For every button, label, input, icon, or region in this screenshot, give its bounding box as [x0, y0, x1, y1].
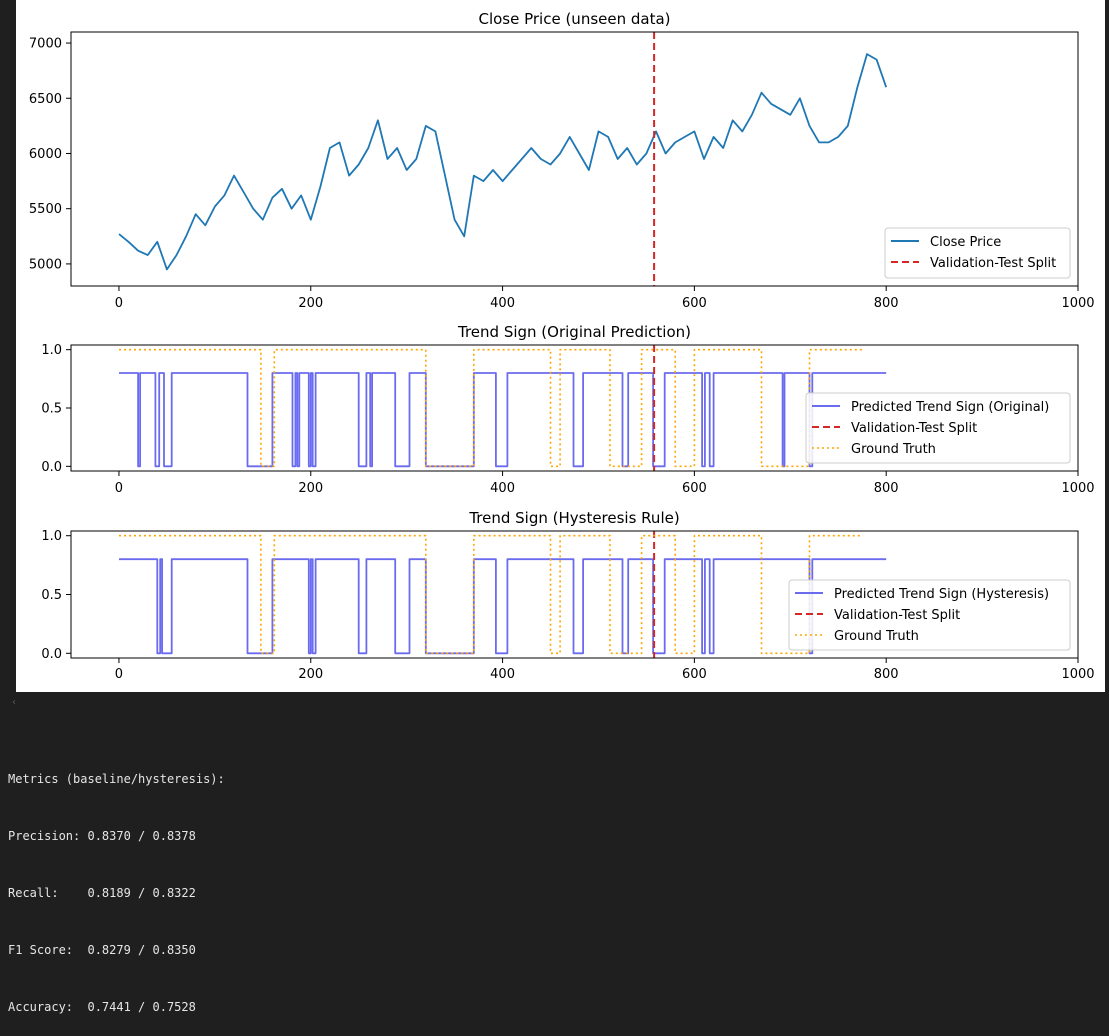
legend: Predicted Trend Sign (Original) Validatio… — [805, 392, 1071, 464]
y-tick-label: 7000 — [29, 37, 62, 52]
plot-area — [119, 345, 887, 471]
y-tick-label: 1.0 — [41, 343, 62, 358]
x-tick-label: 200 — [298, 667, 323, 682]
legend-label: Ground Truth — [834, 629, 919, 644]
output-line: Accuracy: 0.7441 / 0.7528 — [8, 1000, 196, 1014]
x-tick-label: 800 — [874, 296, 899, 311]
x-tick-label: 0 — [115, 481, 123, 496]
x-tick-label: 200 — [298, 296, 323, 311]
y-tick-label: 0.0 — [41, 460, 62, 475]
subplot-title: Trend Sign (Hysteresis Rule) — [468, 509, 679, 527]
legend-box — [788, 579, 1071, 651]
y-tick-label: 5500 — [29, 202, 62, 217]
legend: Predicted Trend Sign (Hysteresis) Validat… — [788, 579, 1071, 651]
output-line: Recall: 0.8189 / 0.8322 — [8, 886, 196, 900]
series-line — [118, 53, 888, 271]
x-tick-label: 600 — [682, 296, 707, 311]
legend-box — [805, 392, 1071, 464]
x-tick-label: 1000 — [1061, 481, 1094, 496]
x-tick-label: 0 — [115, 296, 123, 311]
x-tick-label: 1000 — [1061, 667, 1094, 682]
x-tick-label: 600 — [682, 667, 707, 682]
x-tick-label: 200 — [298, 481, 323, 496]
legend-label: Predicted Trend Sign (Original) — [851, 400, 1049, 415]
plot-area — [118, 32, 888, 286]
y-tick-label: 1.0 — [41, 529, 62, 544]
figure: Close Price (unseen data) 0 200 400 600 800 10… — [16, 0, 1105, 692]
metrics-output: Metrics (baseline/hysteresis): Precision… — [8, 732, 225, 1036]
x-tick-label: 800 — [874, 667, 899, 682]
legend: Close Price Validation-Test Split — [884, 227, 1071, 279]
output-line: F1 Score: 0.8279 / 0.8350 — [8, 943, 196, 957]
x-tick-label: 400 — [490, 667, 515, 682]
ground-truth-series — [119, 534, 863, 655]
subplot-title: Close Price (unseen data) — [478, 10, 670, 28]
y-tick-label: 6000 — [29, 147, 62, 162]
legend-label: Validation-Test Split — [930, 256, 1056, 271]
output-line: Metrics (baseline/hysteresis): — [8, 772, 225, 786]
legend-label: Ground Truth — [851, 442, 936, 457]
legend-label: Close Price — [930, 235, 1001, 250]
legend-label: Validation-Test Split — [851, 421, 977, 436]
x-tick-label: 800 — [874, 481, 899, 496]
subplot-title: Trend Sign (Original Prediction) — [457, 323, 691, 341]
ground-truth-series — [119, 348, 863, 468]
legend-label: Predicted Trend Sign (Hysteresis) — [834, 587, 1049, 602]
y-tick-label: 0.0 — [41, 647, 62, 662]
scroll-left-icon[interactable]: ‹ — [12, 697, 16, 708]
figure-canvas: Close Price (unseen data) 0 200 400 600 800 10… — [29, 10, 1095, 682]
x-tick-label: 0 — [115, 667, 123, 682]
x-tick-label: 400 — [490, 481, 515, 496]
subplot-3: Trend Sign (Hysteresis Rule) 0 200 400 600 80… — [41, 509, 1094, 682]
y-tick-label: 6500 — [29, 92, 62, 107]
subplot-2: Trend Sign (Original Prediction) 0 200 400 6… — [41, 323, 1094, 496]
legend-box — [884, 227, 1071, 279]
axes-frame — [70, 31, 1079, 287]
series-line — [119, 558, 887, 655]
legend-label: Validation-Test Split — [834, 608, 960, 623]
x-tick-label: 600 — [682, 481, 707, 496]
x-tick-label: 1000 — [1061, 296, 1094, 311]
x-tick-label: 400 — [490, 296, 515, 311]
y-tick-label: 0.5 — [41, 402, 62, 417]
plot-area — [119, 531, 887, 658]
subplot-1: Close Price (unseen data) 0 200 400 600 800 10… — [29, 10, 1095, 311]
series-line — [119, 372, 887, 468]
output-line: Precision: 0.8370 / 0.8378 — [8, 829, 196, 843]
y-tick-label: 0.5 — [41, 588, 62, 603]
y-tick-label: 5000 — [29, 257, 62, 272]
